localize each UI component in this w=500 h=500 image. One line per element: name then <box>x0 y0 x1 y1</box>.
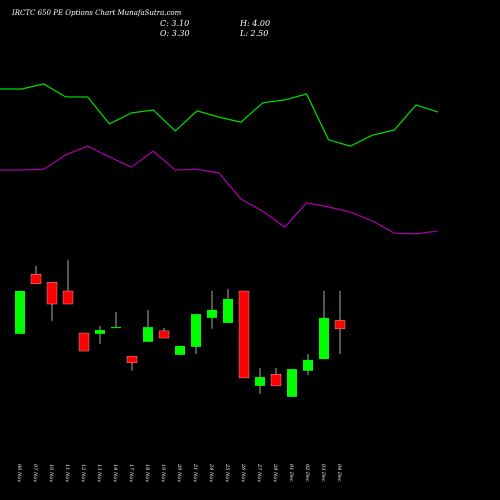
chart-title: IRCTC 650 PE Options Chart MunafaSutra.c… <box>11 9 182 17</box>
candle-body <box>223 298 233 323</box>
x-tick-label: 12 Nov <box>80 464 86 482</box>
x-tick-label: 10 Nov <box>48 464 54 482</box>
x-tick-label: 01 Dec <box>288 464 294 482</box>
x-tick-label: 03 Dec <box>320 464 326 482</box>
candle-body <box>95 330 105 334</box>
candle-body <box>46 282 58 305</box>
x-tick-label: 11 Nov <box>64 464 70 482</box>
line-series <box>0 83 439 147</box>
line-series <box>0 145 439 235</box>
candle-body <box>287 369 297 397</box>
x-tick-label: 02 Dec <box>304 464 310 482</box>
candle-body <box>334 320 346 329</box>
candle-body <box>255 377 265 386</box>
x-tick-label: 07 Nov <box>32 464 38 482</box>
candle-body <box>303 359 313 371</box>
x-tick-label: 26 Nov <box>240 463 246 482</box>
open-label: O: 3.30 <box>160 29 190 38</box>
x-tick-label: 13 Nov <box>96 464 102 482</box>
high-label: H: 4.00 <box>239 19 270 28</box>
x-tick-label: 27 Nov <box>256 463 262 482</box>
low-label: L: 2.50 <box>239 29 268 38</box>
candle-body <box>78 332 90 352</box>
candle-body <box>126 355 138 363</box>
x-tick-label: 14 Nov <box>112 464 118 482</box>
x-tick-label: 25 Nov <box>224 463 230 482</box>
x-tick-label: 19 Nov <box>160 464 166 482</box>
x-tick-label: 06 Nov <box>16 464 22 482</box>
candle-body <box>158 330 170 339</box>
candle-body <box>111 327 121 329</box>
x-tick-label: 28 Nov <box>272 463 278 482</box>
candle-body <box>270 374 282 387</box>
x-tick-label: 21 Nov <box>192 463 198 482</box>
x-tick-label: 17 Nov <box>128 464 134 482</box>
close-label: C: 3.10 <box>160 19 189 28</box>
x-tick-label: 20 Nov <box>176 463 182 482</box>
candle-body <box>143 327 153 342</box>
candle-body <box>30 274 42 285</box>
x-tick-label: 24 Nov <box>208 463 214 482</box>
candle-body <box>15 291 25 334</box>
x-tick-label: 18 Nov <box>144 464 150 482</box>
x-tick-label: 04 Dec <box>336 464 342 482</box>
candle-body <box>62 290 74 305</box>
candle-body <box>207 309 217 318</box>
candle-body <box>175 346 185 355</box>
candle-body <box>191 314 201 347</box>
candle-body <box>238 290 250 379</box>
candle-body <box>319 317 329 360</box>
